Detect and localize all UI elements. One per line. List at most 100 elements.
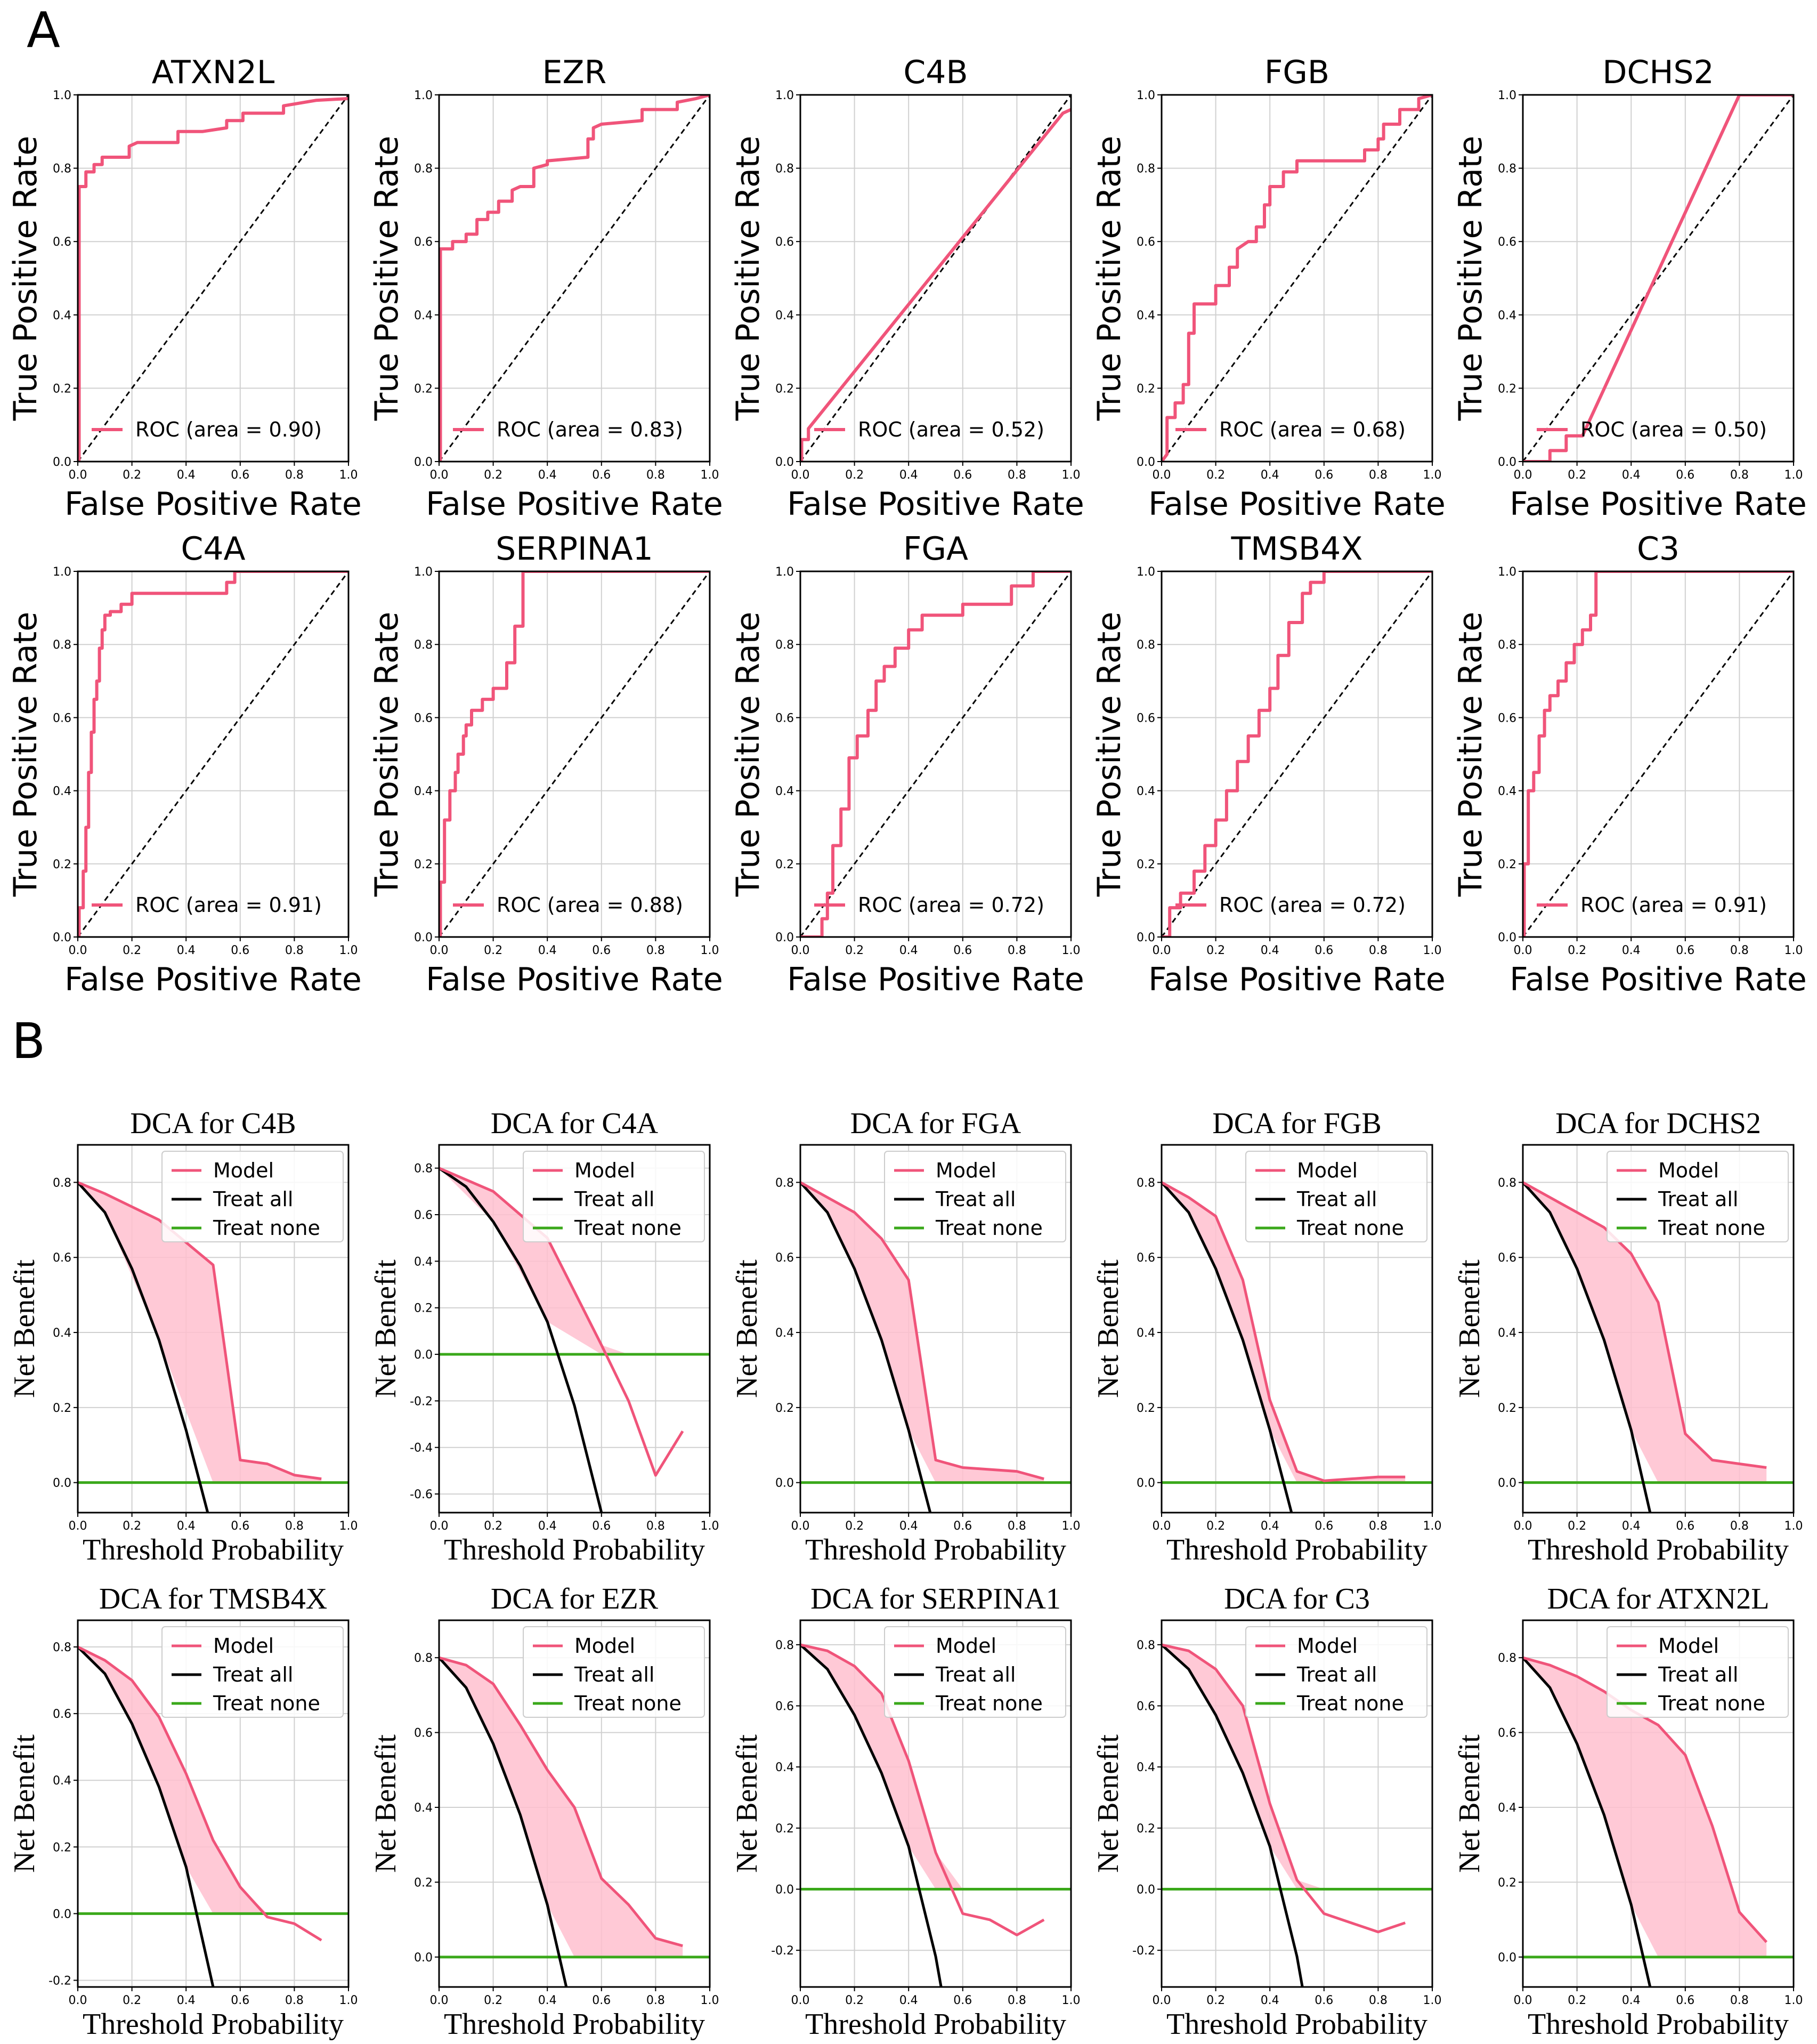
treat-all-line: [78, 1181, 209, 1513]
x-tick-label: 0.0: [1514, 944, 1532, 957]
y-tick-label: 0.2: [1498, 858, 1516, 871]
x-tick-label: 0.6: [231, 944, 249, 957]
x-tick-label: 0.8: [1730, 468, 1749, 482]
x-tick-label: 0.8: [285, 1520, 304, 1533]
y-tick-label: 0.8: [1137, 1639, 1155, 1652]
chart-title: FGA: [903, 530, 968, 568]
y-tick-label: 0.0: [53, 931, 71, 944]
x-tick-label: 1.0: [339, 1520, 358, 1533]
x-tick-label: 0.2: [123, 1994, 141, 2007]
legend-label-roc: ROC (area = 0.72): [858, 893, 1044, 917]
y-tick-label: 0.8: [775, 1639, 794, 1652]
y-tick-label: 0.8: [53, 639, 71, 652]
roc-curve: [1523, 95, 1794, 462]
x-tick-label: 0.2: [1206, 944, 1225, 957]
y-tick-label: 1.0: [1137, 565, 1155, 579]
chart-title: EZR: [542, 54, 607, 91]
chance-diagonal-line: [1162, 571, 1432, 937]
y-tick-label: 0.0: [53, 456, 71, 469]
y-axis-label: Net Benefit: [1092, 1734, 1125, 1873]
roc-chart-c3: C3 0.0 0.2 0.4 0.6 0.8 1.0 0.0 0.2 0.4 0.6 0.8 1.0 Fa…: [1452, 530, 1807, 998]
chance-diagonal-line: [1162, 95, 1432, 462]
plot-frame: [438, 1144, 711, 1514]
x-axis-label: Threshold Probability: [1528, 1533, 1789, 1566]
x-tick-label: 0.4: [899, 1994, 918, 2007]
y-tick-label: 0.6: [414, 1209, 433, 1222]
x-tick-label: 1.0: [1784, 468, 1803, 482]
y-tick-label: 0.6: [1137, 1700, 1155, 1714]
y-tick-label: 0.4: [414, 785, 433, 798]
plot-area: [78, 1645, 348, 1987]
legend-treat-none-label: Treat none: [935, 1216, 1043, 1240]
roc-curve: [800, 571, 1071, 937]
x-tick-label: 0.0: [791, 1994, 810, 2007]
x-tick-label: 0.2: [484, 468, 502, 482]
y-tick-label: 1.0: [414, 565, 433, 579]
y-tick-label: 0.2: [1137, 1822, 1155, 1836]
x-tick-label: 0.2: [123, 468, 141, 482]
chart-title: C4A: [181, 530, 245, 568]
chance-diagonal-line: [78, 95, 348, 462]
x-tick-label: 1.0: [339, 944, 358, 957]
legend-treat-all-label: Treat all: [935, 1663, 1016, 1686]
x-tick-label: 0.2: [845, 1994, 864, 2007]
y-tick-label: -0.2: [48, 1974, 71, 1988]
y-axis-label: Net Benefit: [8, 1734, 41, 1873]
legend-treat-all-label: Treat all: [1296, 1187, 1377, 1211]
x-tick-label: 0.4: [538, 468, 557, 482]
x-tick-label: 0.6: [592, 1994, 611, 2007]
roc-chart-serpina1: SERPINA1 0.0 0.2 0.4 0.6 0.8 1.0 0.0 0.2 0.4 0.6 0.…: [368, 530, 723, 998]
x-tick-label: 0.2: [1568, 1994, 1586, 2007]
legend-label-roc: ROC (area = 0.68): [1219, 418, 1406, 441]
legend-treat-none-label: Treat none: [1296, 1692, 1404, 1715]
x-tick-label: 0.8: [1008, 1520, 1026, 1533]
plot-frame: [438, 570, 711, 938]
x-tick-label: 0.4: [1261, 1520, 1279, 1533]
roc-chart-tmsb4x: TMSB4X 0.0 0.2 0.4 0.6 0.8 1.0 0.0 0.2 0.4 0.6 0.8 1…: [1091, 530, 1446, 998]
y-tick-label: 0.4: [1137, 785, 1155, 798]
chart-title: TMSB4X: [1231, 530, 1363, 568]
x-tick-label: 0.4: [177, 468, 196, 482]
legend-treat-all-label: Treat all: [1658, 1663, 1738, 1686]
y-tick-label: 0.4: [53, 1774, 71, 1788]
net-benefit-area: [1523, 1182, 1767, 1483]
x-tick-label: 0.0: [69, 1994, 87, 2007]
chance-diagonal-line: [800, 95, 1071, 462]
chart-title: FGB: [1264, 54, 1329, 91]
dca-chart-dca-for-dchs2: DCA for DCHS2 0.0 0.2 0.4 0.6 0.8 1.0 0.0 0.2 0.4…: [1453, 1107, 1803, 1566]
y-tick-label: 0.8: [1498, 163, 1516, 176]
y-axis-label: Net Benefit: [369, 1259, 402, 1398]
x-tick-label: 0.6: [953, 1994, 972, 2007]
plot-area: [1162, 1181, 1432, 1513]
y-tick-label: 0.0: [414, 1348, 433, 1362]
y-axis-label: Net Benefit: [8, 1259, 41, 1398]
y-tick-label: 0.4: [414, 309, 433, 322]
legend-label-roc: ROC (area = 0.91): [1580, 893, 1767, 917]
legend-treat-none-label: Treat none: [935, 1692, 1043, 1715]
x-tick-label: 0.0: [69, 468, 87, 482]
y-tick-label: -0.2: [410, 1395, 433, 1408]
dca-chart-dca-for-serpina1: DCA for SERPINA1 0.0 0.2 0.4 0.6 0.8 1.0 -0.2 0.…: [731, 1582, 1081, 2041]
chart-title: DCA for C3: [1224, 1582, 1370, 1615]
chart-title: SERPINA1: [496, 530, 653, 568]
plot-area: [1523, 1181, 1794, 1513]
x-tick-label: 0.4: [1622, 1994, 1641, 2007]
plot-frame: [799, 94, 1072, 463]
y-tick-label: 0.8: [53, 163, 71, 176]
legend-box: [161, 1151, 344, 1242]
plot-area: [439, 1167, 710, 1513]
x-tick-label: 0.4: [1261, 468, 1279, 482]
roc-curve: [439, 571, 710, 937]
y-tick-label: 0.2: [53, 858, 71, 871]
y-tick-label: 0.8: [1137, 1176, 1155, 1190]
panel-label-b: B: [12, 1013, 45, 1070]
x-tick-label: 0.8: [1369, 944, 1388, 957]
x-tick-label: 0.0: [430, 468, 449, 482]
y-tick-label: 0.2: [775, 858, 794, 871]
y-tick-label: 0.6: [1498, 1727, 1516, 1740]
chance-diagonal-line: [439, 95, 710, 462]
x-tick-label: 0.8: [1369, 468, 1388, 482]
y-tick-label: 0.8: [414, 639, 433, 652]
y-tick-label: 0.2: [775, 1402, 794, 1415]
